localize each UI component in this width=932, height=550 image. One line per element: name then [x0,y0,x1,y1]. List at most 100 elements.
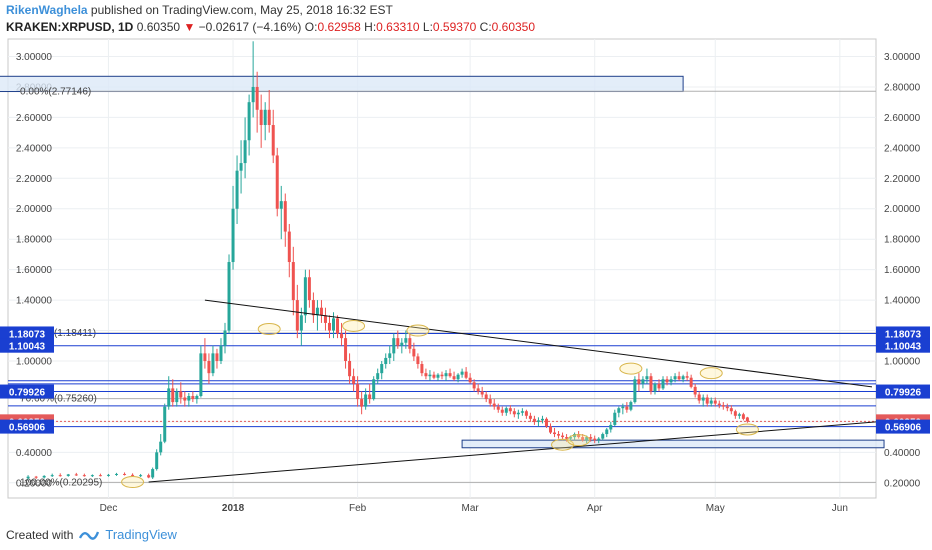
candle-body [98,475,102,477]
candle-body [372,379,376,400]
candle-body [472,382,476,389]
candle-body [741,414,745,419]
candle-body [693,386,697,395]
y-tick-label-right: 1.60000 [884,265,921,276]
x-tick-label: Feb [349,503,367,514]
high-value: 0.63310 [376,20,420,34]
candle-body [139,475,143,477]
candle-body [223,330,227,346]
candle-body [432,374,436,378]
x-tick-label: Apr [587,503,603,514]
candle-body [271,125,275,156]
price-marker-label-right: 1.10043 [885,342,922,353]
candle-body [235,170,239,209]
y-tick-label-left: 1.40000 [16,296,53,307]
high-label: H: [364,20,377,34]
highlight-ellipse [699,367,723,380]
candle-body [307,277,311,301]
support-resistance-zone [0,75,684,93]
candle-body [155,452,159,470]
candle-body [677,376,681,380]
candle-body [661,379,665,389]
candle-body [384,357,388,365]
candle-body [167,388,171,407]
candle-body [275,155,279,209]
candle-body [215,353,219,361]
candle-body [532,418,536,422]
candle-body [151,469,155,478]
support-resistance-zone [461,439,885,449]
candle-body [90,475,94,477]
candle-body [207,360,211,374]
candle-body [601,434,605,439]
candle-body [504,408,508,413]
candle-body [311,300,315,316]
y-tick-label-left: 2.40000 [16,143,53,154]
x-tick-label: Mar [462,503,480,514]
candle-body [231,208,235,263]
candle-body [416,356,420,365]
candle-body [508,408,512,412]
candle-body [657,383,661,389]
candle-body [625,406,629,410]
candle-body [187,396,191,401]
candle-body [211,353,215,374]
candle-body [74,474,78,476]
open-value: 0.62958 [317,20,361,34]
down-arrow-icon: ▼ [183,20,196,34]
y-tick-label-right: 2.20000 [884,174,921,185]
candle-body [332,318,335,331]
candle-body [163,406,167,442]
candle-body [565,437,569,439]
trendline [148,421,877,483]
ohlc-line: KRAKEN:XRPUSD, 1D 0.60350 ▼ −0.02617 (−4… [6,20,535,34]
symbol-label: KRAKEN:XRPUSD, 1D [6,20,134,34]
candle-body [183,397,187,401]
candle-body [50,475,54,477]
price-marker-label-left: 0.79926 [9,388,46,399]
candle-body [709,400,713,404]
price-marker-right [876,384,930,399]
low-value: 0.59370 [432,20,477,34]
candle-body [428,374,432,377]
y-tick-label-right: 3.00000 [884,52,921,63]
candle-body [191,396,195,400]
candle-body [323,315,327,323]
candle-body [488,399,492,404]
price-marker-label-right: 0.56906 [885,423,922,434]
y-tick-label-left: 0.40000 [16,448,53,459]
candle-body [42,475,46,478]
y-tick-label-right: 1.80000 [884,235,921,246]
candle-body [452,376,456,380]
candle-body [577,434,581,438]
candle-body [123,473,127,475]
price-chart[interactable]: 3.000003.000002.800002.800002.600002.600… [0,36,932,514]
candle-body [456,374,460,380]
y-tick-label-left: 0.20000 [16,478,53,489]
x-tick-label: 2018 [222,503,245,514]
candle-body [444,373,448,377]
y-tick-label-right: 0.40000 [884,448,921,459]
candle-body [295,300,299,331]
candle-body [131,474,135,476]
candle-body [621,406,625,409]
candle-body [171,388,175,403]
price-marker-left [0,338,54,353]
created-with-label: Created with [6,527,74,542]
candle-body [649,376,653,392]
price-marker-left [0,326,54,341]
candle-body [279,201,283,209]
highlight-ellipse [257,323,281,336]
tradingview-link[interactable]: TradingView [105,527,177,542]
candle-body [673,376,677,380]
candle-body [195,396,199,400]
last-price: 0.60350 [136,20,181,34]
author-link[interactable]: RikenWaghela [6,3,88,17]
candle-body [368,394,372,400]
fib-level-label: 0.00%(2.77146) [20,86,91,97]
close-label: C: [479,20,492,34]
candle-body [557,434,561,436]
candle-body [701,397,705,401]
candle-body [480,391,484,395]
candle-body [581,437,585,441]
